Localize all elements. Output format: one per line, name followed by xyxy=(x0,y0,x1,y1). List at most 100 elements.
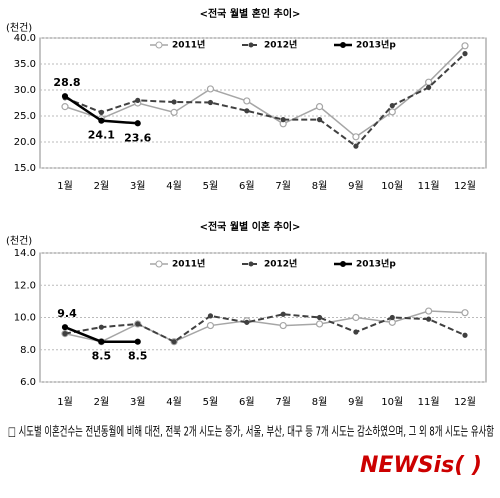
value-label: 8.5 xyxy=(92,350,112,363)
y-tick-label: 6.0 xyxy=(20,377,36,388)
x-tick-label: 4월 xyxy=(166,180,182,192)
x-tick-label: 9월 xyxy=(348,180,364,192)
marker xyxy=(316,117,323,123)
series-line xyxy=(64,45,466,138)
legend-marker xyxy=(340,42,346,48)
value-label: 8.5 xyxy=(128,350,148,363)
plot-frame xyxy=(39,37,487,169)
x-tick-label: 2월 xyxy=(94,396,110,408)
x-tick-label: 11월 xyxy=(418,180,440,192)
marker xyxy=(134,120,141,127)
marker xyxy=(426,84,432,91)
marker xyxy=(135,321,141,327)
marker xyxy=(244,319,250,325)
y-tick-label: 8.0 xyxy=(20,345,36,356)
marker xyxy=(61,93,69,100)
marker xyxy=(61,324,69,331)
note: □ 시도별 이혼건수는 전년동월에 비해 대전, 전북 2개 시도는 증가, 서… xyxy=(8,424,494,439)
marker xyxy=(353,143,359,149)
marker xyxy=(461,309,469,317)
x-tick-label: 6월 xyxy=(239,396,255,408)
marker xyxy=(352,133,360,141)
x-tick-label: 5월 xyxy=(203,396,219,408)
marker xyxy=(388,318,396,326)
y-tick-label: 12.0 xyxy=(14,280,36,291)
marker xyxy=(315,103,324,111)
marker xyxy=(425,307,433,315)
x-tick-label: 12월 xyxy=(454,180,476,192)
series-line xyxy=(64,310,466,343)
chart-title: <전국 월별 이혼 추이> xyxy=(200,220,301,233)
x-tick-label: 1월 xyxy=(57,180,73,192)
marker xyxy=(244,108,250,114)
y-tick-label: 15.0 xyxy=(14,163,36,174)
watermark: NEWSis( ) xyxy=(360,453,482,478)
x-tick-label: 7월 xyxy=(275,396,291,408)
x-tick-label: 12월 xyxy=(454,396,476,408)
y-tick-label: 30.0 xyxy=(14,85,36,96)
marker xyxy=(207,313,214,319)
x-tick-label: 4월 xyxy=(166,396,182,408)
marker xyxy=(98,324,104,330)
marker xyxy=(353,329,359,335)
marker xyxy=(61,103,69,111)
x-tick-label: 5월 xyxy=(203,180,219,192)
x-tick-label: 3월 xyxy=(130,180,146,192)
y-tick-label: 14.0 xyxy=(14,248,36,259)
legend-marker xyxy=(248,261,254,267)
x-tick-label: 10월 xyxy=(381,396,403,408)
marker xyxy=(389,314,395,321)
chart-title: <전국 월별 혼인 추이> xyxy=(200,7,301,20)
marker xyxy=(207,99,214,106)
marker xyxy=(98,338,105,345)
marker xyxy=(170,108,178,116)
marker xyxy=(243,97,251,105)
y-tick-label: 25.0 xyxy=(14,111,36,122)
marker xyxy=(316,314,323,321)
value-label: 23.6 xyxy=(124,131,151,144)
x-tick-label: 3월 xyxy=(130,396,146,408)
marker xyxy=(62,331,68,337)
legend-label: 2011년 xyxy=(172,258,205,270)
y-axis-label: (천건) xyxy=(6,235,32,247)
legend-label: 2013년p xyxy=(356,39,396,51)
marker xyxy=(462,332,468,338)
marker xyxy=(388,108,396,116)
x-tick-label: 10월 xyxy=(381,180,403,192)
series-line xyxy=(64,313,466,343)
marker xyxy=(171,339,177,345)
marker xyxy=(135,97,141,104)
legend-marker xyxy=(248,42,254,48)
y-tick-label: 40.0 xyxy=(14,33,36,44)
x-tick-label: 9월 xyxy=(348,396,364,408)
x-tick-label: 1월 xyxy=(57,396,73,408)
x-tick-label: 8월 xyxy=(312,180,328,192)
legend-marker xyxy=(155,260,163,268)
y-axis-label: (천건) xyxy=(6,22,32,34)
marker xyxy=(461,42,469,50)
marker xyxy=(171,99,177,105)
marker xyxy=(206,321,215,330)
value-label: 28.8 xyxy=(53,76,80,89)
legend-label: 2011년 xyxy=(172,39,205,51)
y-tick-label: 35.0 xyxy=(14,59,36,70)
x-tick-label: 6월 xyxy=(239,180,255,192)
marker xyxy=(98,109,104,115)
y-tick-label: 10.0 xyxy=(14,313,36,324)
marker xyxy=(352,313,360,322)
x-tick-label: 11월 xyxy=(418,396,440,408)
marker xyxy=(426,316,432,322)
x-tick-label: 2월 xyxy=(94,180,110,192)
legend-marker xyxy=(155,41,163,49)
legend-marker xyxy=(340,261,346,267)
marker xyxy=(279,321,287,330)
marker xyxy=(280,311,286,317)
marker xyxy=(315,320,324,328)
x-tick-label: 8월 xyxy=(312,396,328,408)
marker xyxy=(389,102,395,109)
x-tick-label: 7월 xyxy=(275,180,291,192)
marker xyxy=(462,50,468,57)
marker xyxy=(280,117,286,123)
marker xyxy=(206,85,215,93)
